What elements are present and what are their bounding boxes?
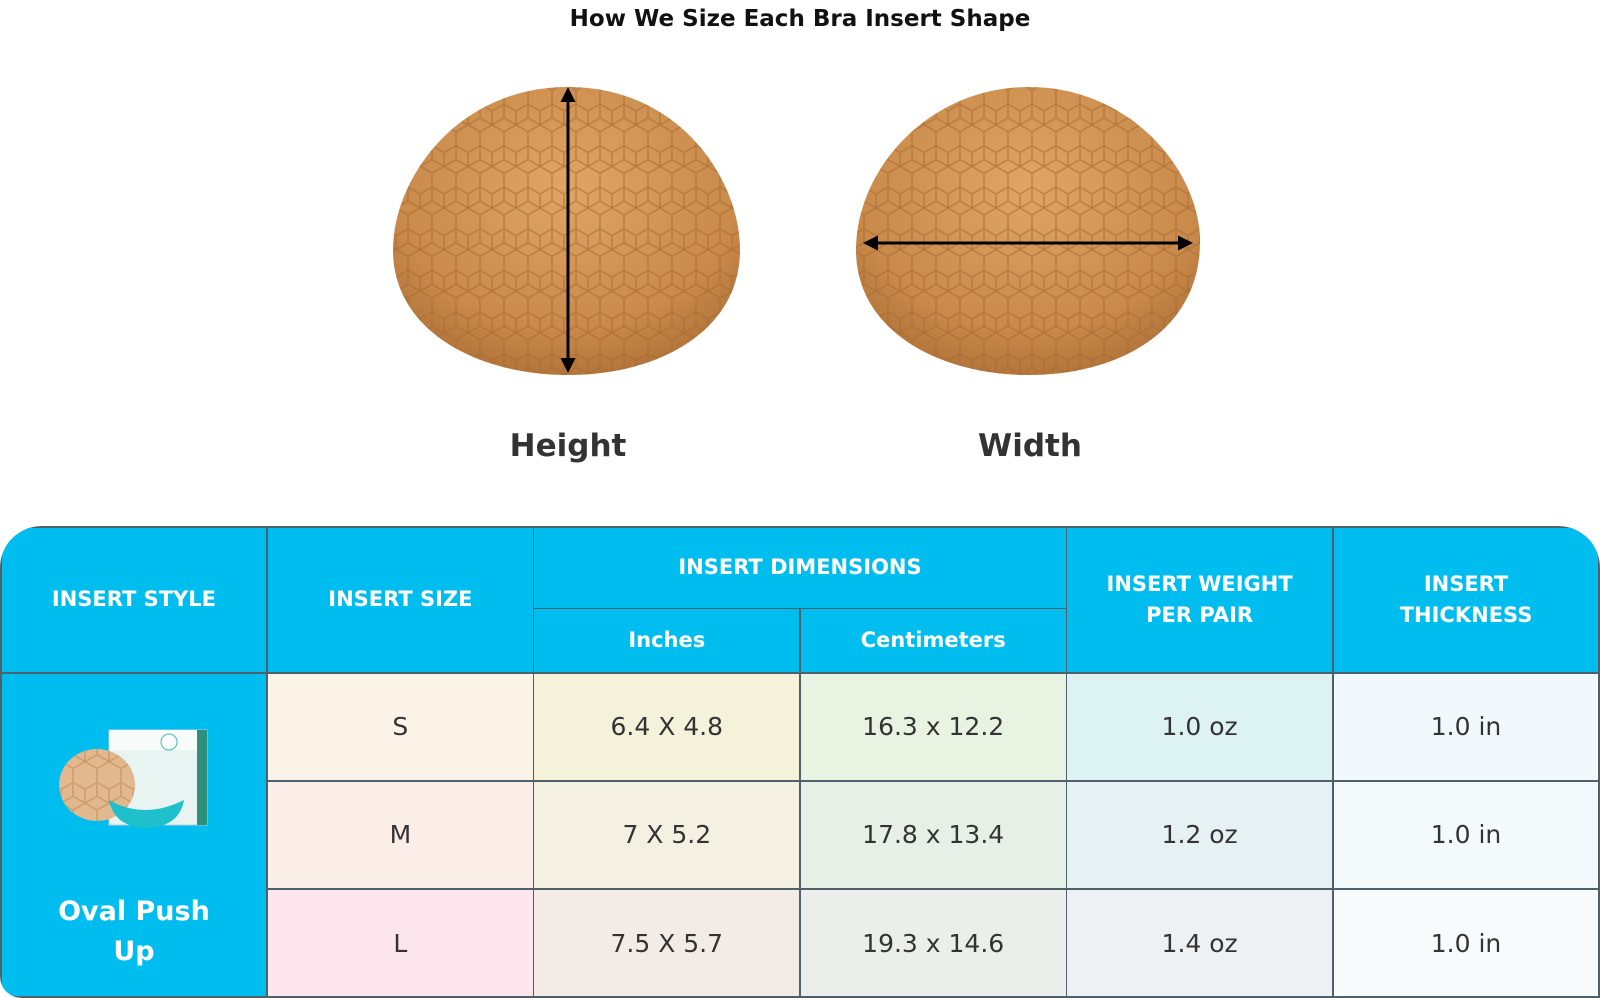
table-cell: 1.4 oz: [1067, 889, 1333, 997]
header-cell: Centimeters: [800, 609, 1066, 672]
style-cell: Oval Push Up: [1, 673, 267, 997]
table-cell: 7.5 X 5.7: [534, 889, 800, 997]
header-cell: INSERT DIMENSIONS: [534, 527, 1066, 608]
table-cell: L: [267, 889, 533, 997]
table-cell: 1.2 oz: [1067, 781, 1333, 889]
title: How We Size Each Bra Insert Shape: [569, 6, 1031, 32]
header-cell: INSERT SIZE: [267, 527, 533, 672]
table-cell: 19.3 x 14.6: [800, 889, 1066, 997]
table-cell: 16.3 x 12.2: [800, 673, 1066, 781]
table-cell: 6.4 X 4.8: [534, 673, 800, 781]
table-cell: S: [267, 673, 533, 781]
insert-height: [393, 87, 740, 375]
insert-width: [856, 87, 1200, 375]
table-cell: 7 X 5.2: [534, 781, 800, 889]
diagram: [393, 87, 1200, 375]
header-cell: INSERT WEIGHT PER PAIR: [1067, 527, 1333, 672]
header-cell: Inches: [534, 609, 800, 672]
size-table: INSERT STYLE INSERT SIZE INSERT DIMENSIO…: [0, 526, 1600, 998]
height-label: Height: [509, 428, 627, 464]
table-cell: 1.0 oz: [1067, 673, 1333, 781]
style-name: Oval Push Up: [58, 896, 210, 968]
table-cell: 1.0 in: [1333, 889, 1599, 997]
table-cell: 1.0 in: [1333, 673, 1599, 781]
table-cell: M: [267, 781, 533, 889]
header-cell: INSERT STYLE: [1, 527, 267, 672]
product-image: [58, 729, 208, 829]
header-cell: INSERT THICKNESS: [1333, 527, 1599, 672]
width-label: Width: [978, 428, 1082, 464]
table-cell: 17.8 x 13.4: [800, 781, 1066, 889]
table-cell: 1.0 in: [1333, 781, 1599, 889]
